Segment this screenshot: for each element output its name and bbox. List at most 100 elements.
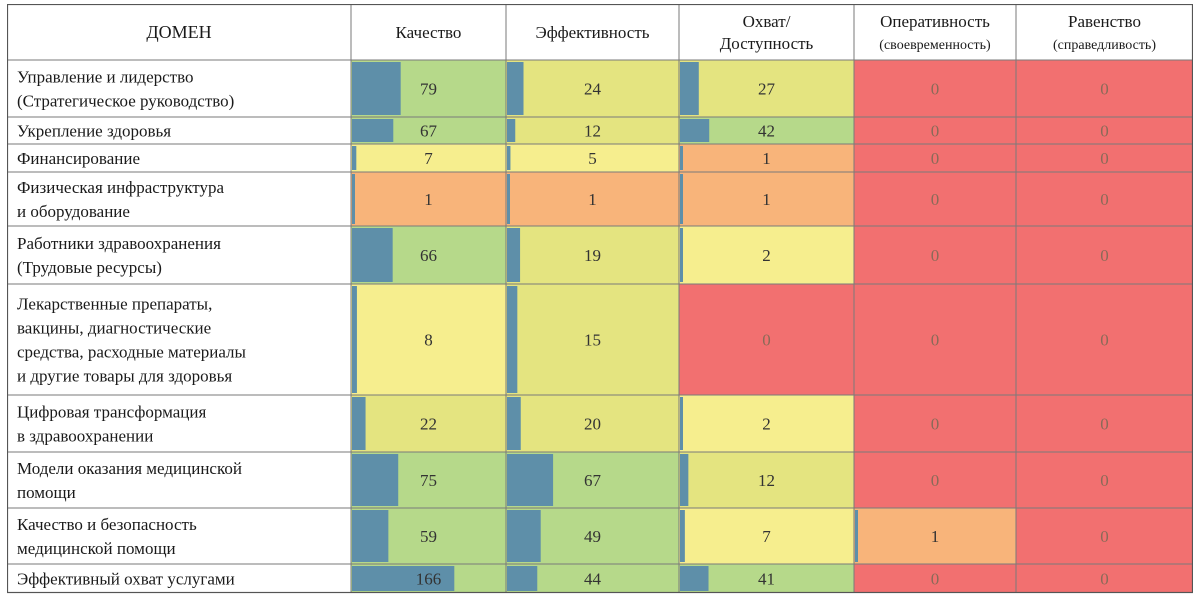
cell-r6-c1 <box>351 284 506 395</box>
row-label-9-line-2: медицинской помощи <box>17 539 176 558</box>
value-label-r1-c2: 24 <box>584 80 602 99</box>
value-label-r5-c5: 0 <box>1100 246 1109 265</box>
data-bar-r3-c1 <box>352 146 357 170</box>
value-label-r8-c1: 75 <box>420 471 437 490</box>
value-label-r1-c4: 0 <box>931 80 940 99</box>
row-label-4-line-1: Физическая инфраструктура <box>17 178 224 197</box>
value-label-r6-c3: 0 <box>762 331 771 350</box>
data-bar-r2-c1 <box>352 119 394 142</box>
value-label-r1-c5: 0 <box>1100 80 1109 99</box>
data-bar-r4-c1 <box>352 174 355 224</box>
data-bar-r7-c1 <box>352 397 366 450</box>
data-bar-r7-c2 <box>507 397 521 450</box>
value-label-r9-c2: 49 <box>584 527 601 546</box>
row-label-6-line-3: средства, расходные материалы <box>17 343 247 362</box>
value-label-r1-c3: 27 <box>758 80 776 99</box>
value-label-r10-c2: 44 <box>584 570 602 589</box>
column-header-5-line-1: Равенство <box>1068 12 1141 31</box>
data-bar-r7-c3 <box>680 397 683 450</box>
cell-r7-c3 <box>679 395 854 452</box>
cell-r2-c2 <box>506 117 679 144</box>
column-header-3-line-1: Охват/ <box>743 12 791 31</box>
value-label-r4-c2: 1 <box>588 190 597 209</box>
value-label-r7-c4: 0 <box>931 415 940 434</box>
value-label-r7-c2: 20 <box>584 415 601 434</box>
value-label-r1-c1: 79 <box>420 80 437 99</box>
cell-r5-c5 <box>1016 226 1193 284</box>
data-bar-r3-c3 <box>680 146 683 170</box>
cell-r9-c3 <box>679 508 854 564</box>
column-header-1-line-1: Качество <box>396 23 462 42</box>
cell-r3-c3 <box>679 144 854 172</box>
value-label-r10-c1: 166 <box>416 570 442 589</box>
cell-r6-c3 <box>679 284 854 395</box>
cell-r9-c4 <box>854 508 1016 564</box>
column-header-4-line-1: Оперативность <box>880 12 990 31</box>
row-label-8-line-2: помощи <box>17 483 76 502</box>
cell-r5-c4 <box>854 226 1016 284</box>
cell-r3-c4 <box>854 144 1016 172</box>
data-bar-r1-c2 <box>507 62 524 115</box>
row-label-1-line-2: (Стратегическое руководство) <box>17 92 234 111</box>
row-label-6-line-2: вакцины, диагностические <box>17 319 211 338</box>
value-label-r2-c3: 42 <box>758 122 775 141</box>
header-domain: ДОМЕН <box>146 22 211 42</box>
cell-r8-c4 <box>854 452 1016 508</box>
cell-r1-c5 <box>1016 60 1193 117</box>
cell-r1-c4 <box>854 60 1016 117</box>
cell-r7-c5 <box>1016 395 1193 452</box>
value-label-r9-c3: 7 <box>762 527 771 546</box>
row-label-7-line-1: Цифровая трансформация <box>17 403 206 422</box>
value-label-r5-c3: 2 <box>762 246 771 265</box>
cell-r7-c4 <box>854 395 1016 452</box>
cell-r10-c4 <box>854 564 1016 593</box>
data-bar-r3-c2 <box>507 146 511 170</box>
value-label-r9-c1: 59 <box>420 527 437 546</box>
value-label-r7-c3: 2 <box>762 415 771 434</box>
cell-r9-c5 <box>1016 508 1193 564</box>
row-label-1-line-1: Управление и лидерство <box>17 68 194 87</box>
data-bar-r5-c1 <box>352 228 393 282</box>
value-label-r2-c5: 0 <box>1100 122 1109 141</box>
value-label-r6-c2: 15 <box>584 331 601 350</box>
cell-r7-c1 <box>351 395 506 452</box>
value-label-r4-c1: 1 <box>424 190 433 209</box>
row-label-5-line-1: Работники здравоохранения <box>17 234 221 253</box>
value-label-r2-c4: 0 <box>931 122 940 141</box>
cell-r4-c3 <box>679 172 854 226</box>
value-label-r6-c5: 0 <box>1100 331 1109 350</box>
data-bar-r9-c2 <box>507 510 541 562</box>
data-bar-r5-c2 <box>507 228 521 282</box>
value-label-r2-c1: 67 <box>420 122 438 141</box>
cell-r3-c1 <box>351 144 506 172</box>
data-bar-r6-c2 <box>507 286 518 393</box>
column-header-3-line-2: Доступность <box>720 34 814 53</box>
value-label-r9-c5: 0 <box>1100 527 1109 546</box>
data-bar-r4-c2 <box>507 174 510 224</box>
column-header-2-line-1: Эффективность <box>535 23 649 42</box>
value-label-r8-c5: 0 <box>1100 471 1109 490</box>
value-label-r3-c2: 5 <box>588 149 597 168</box>
value-label-r8-c4: 0 <box>931 471 940 490</box>
cell-r4-c4 <box>854 172 1016 226</box>
domain-heatmap-table: ДОМЕН Качество Эффективность Охват/Доступно… <box>7 4 1193 594</box>
value-label-r3-c1: 7 <box>424 149 433 168</box>
data-bar-r9-c3 <box>680 510 685 562</box>
cell-r5-c2 <box>506 226 679 284</box>
value-label-r3-c3: 1 <box>762 149 771 168</box>
row-label-3-line-1: Финансирование <box>17 149 140 168</box>
data-bar-r5-c3 <box>680 228 683 282</box>
value-label-r4-c5: 0 <box>1100 190 1109 209</box>
value-label-r10-c3: 41 <box>758 570 775 589</box>
data-bar-r4-c3 <box>680 174 683 224</box>
cell-r4-c1 <box>351 172 506 226</box>
value-label-r7-c1: 22 <box>420 415 437 434</box>
row-label-4-line-2: и оборудование <box>17 202 130 221</box>
row-label-6-line-1: Лекарственные препараты, <box>17 295 212 314</box>
value-label-r5-c1: 66 <box>420 246 437 265</box>
value-label-r7-c5: 0 <box>1100 415 1109 434</box>
cell-r2-c5 <box>1016 117 1193 144</box>
cell-r6-c4 <box>854 284 1016 395</box>
value-label-r3-c4: 0 <box>931 149 940 168</box>
cell-r1-c3 <box>679 60 854 117</box>
